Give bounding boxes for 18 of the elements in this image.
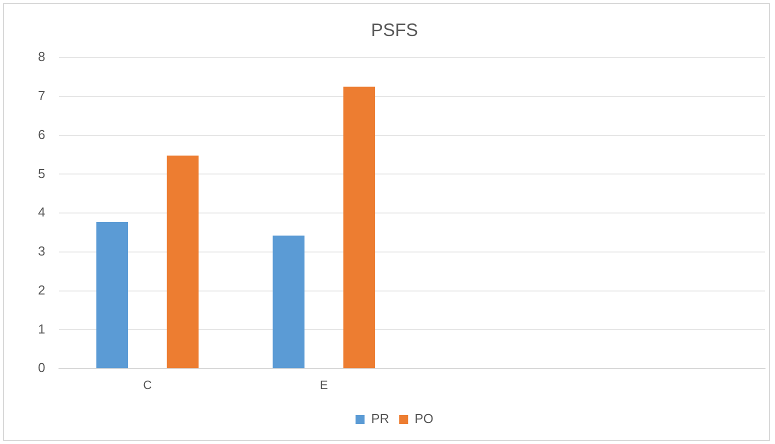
- bar: [272, 236, 304, 368]
- bar: [343, 86, 376, 368]
- y-tick-label: 3: [38, 244, 46, 259]
- bar: [166, 156, 199, 368]
- y-tick-label: 4: [38, 204, 46, 220]
- y-tick-label: 6: [38, 126, 46, 142]
- legend-label: PO: [414, 411, 434, 426]
- bar: [96, 222, 128, 368]
- chart-title: PSFS: [370, 20, 418, 40]
- y-tick-label: 8: [38, 49, 46, 64]
- y-tick-label: 1: [38, 321, 46, 336]
- y-tick-label: 7: [38, 88, 46, 104]
- x-tick-label: C: [143, 378, 152, 392]
- y-tick-label: 2: [38, 282, 46, 298]
- y-tick-label: 5: [38, 166, 46, 181]
- y-tick-label: 0: [38, 360, 46, 376]
- legend-label: PR: [371, 411, 390, 426]
- x-tick-label: E: [320, 378, 328, 392]
